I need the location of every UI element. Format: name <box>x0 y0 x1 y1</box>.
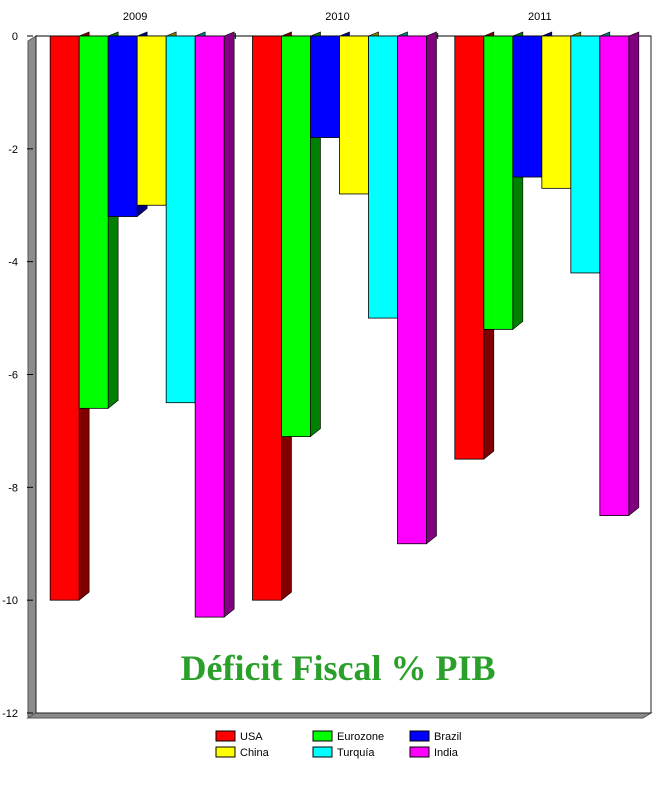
legend-swatch-india <box>409 746 430 758</box>
bar-india-2010 <box>397 35 427 545</box>
legend-label-china: China <box>240 747 270 759</box>
bar-turquia-2011 <box>570 35 601 274</box>
legend-label-usa: USA <box>240 731 263 743</box>
y-tick-label: -6 <box>8 370 18 382</box>
legend-swatch-eurozone <box>312 730 333 742</box>
y-tick-label: -4 <box>8 257 18 269</box>
bar-eurozone-2010 <box>281 35 311 437</box>
bar-eurozone-2009 <box>78 35 109 409</box>
category-label: 2010 <box>325 11 349 23</box>
chart-floor <box>26 712 653 719</box>
bar-china-2009 <box>136 35 167 206</box>
legend-swatch-china <box>215 746 236 758</box>
bar-india-2009 <box>194 35 225 618</box>
y-tick-label: -2 <box>8 144 18 156</box>
category-label: 2011 <box>528 11 552 23</box>
legend-label-eurozone: Eurozone <box>337 731 384 743</box>
legend-swatch-brazil <box>409 730 430 742</box>
y-tick-label: -8 <box>8 482 18 494</box>
bar-india-2011-side <box>628 31 640 517</box>
y-tick-label: -10 <box>2 595 18 607</box>
legend-swatch-usa <box>215 730 236 742</box>
bar-usa-2010 <box>252 35 282 601</box>
chart-left-wall <box>27 35 37 719</box>
bar-brazil-2010 <box>310 35 340 138</box>
legend-label-india: India <box>434 747 459 759</box>
legend-label-turquia: Turquía <box>337 747 375 759</box>
bar-india-2009-side <box>223 31 235 618</box>
bar-india-2011 <box>599 35 630 516</box>
bar-turquia-2010 <box>368 35 398 319</box>
bar-china-2011 <box>541 35 572 189</box>
bar-india-2010-side <box>426 31 437 545</box>
legend-label-brazil: Brazil <box>434 731 462 743</box>
bar-turquia-2009 <box>165 35 196 404</box>
y-tick-label: 0 <box>12 31 18 43</box>
legend-swatch-turquia <box>312 746 333 758</box>
bar-brazil-2011 <box>512 35 543 178</box>
bar-brazil-2009 <box>107 35 138 217</box>
y-tick-label: -12 <box>2 708 18 720</box>
category-label: 2009 <box>123 11 147 23</box>
bar-usa-2009 <box>49 35 80 601</box>
bar-china-2010 <box>339 35 369 195</box>
chart-title: Déficit Fiscal % PIB <box>181 648 496 688</box>
bar-eurozone-2011 <box>483 35 514 330</box>
bar-usa-2011 <box>454 35 485 460</box>
